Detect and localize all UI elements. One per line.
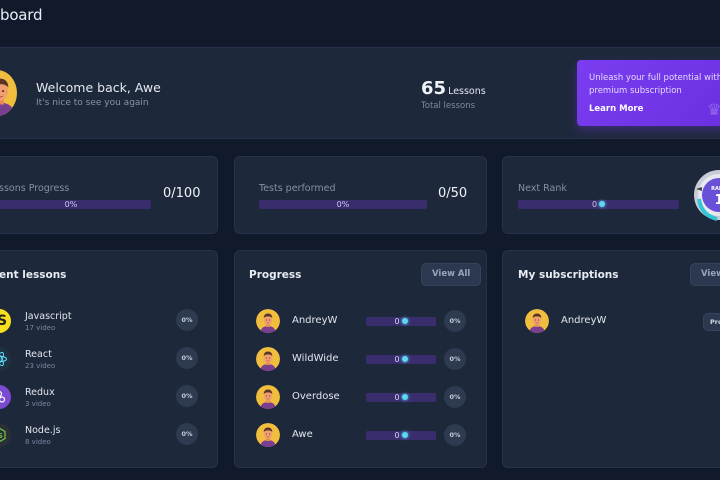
user-name: AndreyW <box>561 315 607 326</box>
progress-chip: 0% <box>444 348 466 370</box>
lesson-video-count: 23 video <box>25 362 56 370</box>
lesson-name: Redux <box>25 387 55 398</box>
progress-panel: Progress View All AndreyW 0 0% WildWide … <box>234 250 487 468</box>
lesson-item[interactable]: React 23 video 0% <box>0 345 217 375</box>
tests-performed-card: Tests performed 0% 0/50 <box>234 156 487 234</box>
svg-text:1: 1 <box>714 193 720 208</box>
recent-lessons-title: ent lessons <box>0 269 67 281</box>
lesson-progress-chip: 0% <box>176 385 198 407</box>
gem-icon <box>599 201 606 207</box>
rank-badge-icon: RANK 1 <box>693 169 720 225</box>
progress-row[interactable]: WildWide 0 0% <box>235 346 486 376</box>
gem-icon <box>401 318 408 324</box>
points-value: 0 <box>394 431 400 440</box>
javascript-icon: S <box>0 309 11 333</box>
points-bar: 0 <box>366 393 436 402</box>
lesson-progress-chip: 0% <box>176 423 198 445</box>
redux-icon <box>0 385 11 409</box>
user-avatar <box>0 70 17 116</box>
svg-text:JS: JS <box>0 432 3 440</box>
progress-row[interactable]: Awe 0 0% <box>235 422 486 452</box>
lesson-name: Node.js <box>25 425 61 436</box>
welcome-subtitle: It's nice to see you again <box>36 98 149 108</box>
react-icon <box>0 347 11 371</box>
user-name: WildWide <box>292 353 339 364</box>
points-value: 0 <box>394 317 400 326</box>
promo-text: Unleash your full potential with a premi… <box>589 73 720 96</box>
welcome-title: Welcome back, Awe <box>36 80 161 95</box>
next-rank-bar: 0 <box>518 200 679 209</box>
user-name: Awe <box>292 429 313 440</box>
lessons-progress-bar: 0% <box>0 200 151 209</box>
points-bar: 0 <box>366 431 436 440</box>
user-avatar <box>256 385 280 409</box>
lesson-item[interactable]: Redux 3 video 0% <box>0 383 217 413</box>
gem-icon <box>401 432 408 438</box>
premium-promo-banner[interactable]: Unleash your full potential with a premi… <box>577 60 720 126</box>
gem-icon <box>401 356 408 362</box>
lesson-video-count: 8 video <box>25 438 51 446</box>
next-rank-points: 0 <box>591 200 598 209</box>
progress-row[interactable]: Overdose 0 0% <box>235 384 486 414</box>
total-lessons-label: Total lessons <box>421 101 476 111</box>
page-title: board <box>0 6 43 24</box>
points-value: 0 <box>394 355 400 364</box>
view-all-subscriptions-button[interactable]: View <box>690 263 720 286</box>
profile-button[interactable]: Profi <box>703 313 720 331</box>
progress-chip: 0% <box>444 310 466 332</box>
subscription-row[interactable]: AndreyW <box>503 308 720 338</box>
user-avatar <box>256 423 280 447</box>
progress-chip: 0% <box>444 386 466 408</box>
lesson-progress-chip: 0% <box>176 347 198 369</box>
user-avatar <box>256 347 280 371</box>
user-avatar <box>256 309 280 333</box>
points-bar: 0 <box>366 355 436 364</box>
subscriptions-title: My subscriptions <box>518 269 619 281</box>
svg-text:RANK: RANK <box>711 186 720 192</box>
lessons-progress-card: ssons Progress 0% 0/100 <box>0 156 218 234</box>
gem-icon <box>401 394 408 400</box>
next-rank-label: Next Rank <box>518 183 567 194</box>
view-all-button[interactable]: View All <box>421 263 482 286</box>
total-lessons-unit: Lessons <box>448 86 486 97</box>
lesson-video-count: 3 video <box>25 400 51 408</box>
user-avatar <box>525 309 549 333</box>
progress-chip: 0% <box>444 424 466 446</box>
user-name: AndreyW <box>292 315 338 326</box>
learn-more-link[interactable]: Learn More <box>589 104 644 114</box>
total-lessons-stat: 65 Lessons <box>421 78 486 99</box>
crown-icon: ♛ <box>707 100 720 119</box>
lesson-item[interactable]: JS Node.js 8 video 0% <box>0 421 217 451</box>
total-lessons-value: 65 <box>421 78 447 99</box>
next-rank-card: Next Rank 0 RANK 1 <box>502 156 720 234</box>
user-name: Overdose <box>292 391 340 402</box>
points-value: 0 <box>394 393 400 402</box>
tests-performed-bar: 0% <box>259 200 427 209</box>
lessons-progress-label: ssons Progress <box>0 183 70 194</box>
lesson-video-count: 17 video <box>25 324 56 332</box>
lesson-name: Javascript <box>25 311 72 322</box>
lesson-name: React <box>25 349 52 360</box>
nodejs-icon: JS <box>0 423 11 447</box>
lesson-progress-chip: 0% <box>176 309 198 331</box>
welcome-card: Welcome back, Awe It's nice to see you a… <box>0 47 720 139</box>
lesson-item[interactable]: S Javascript 17 video 0% <box>0 307 217 337</box>
progress-row[interactable]: AndreyW 0 0% <box>235 308 486 338</box>
tests-performed-label: Tests performed <box>259 183 336 194</box>
points-bar: 0 <box>366 317 436 326</box>
subscriptions-panel: My subscriptions View AndreyW Profi <box>502 250 720 468</box>
tests-performed-value: 0/50 <box>438 186 468 201</box>
recent-lessons-panel: ent lessons S Javascript 17 video 0% Rea… <box>0 250 218 468</box>
progress-title: Progress <box>249 269 302 281</box>
lessons-progress-value: 0/100 <box>163 186 201 201</box>
